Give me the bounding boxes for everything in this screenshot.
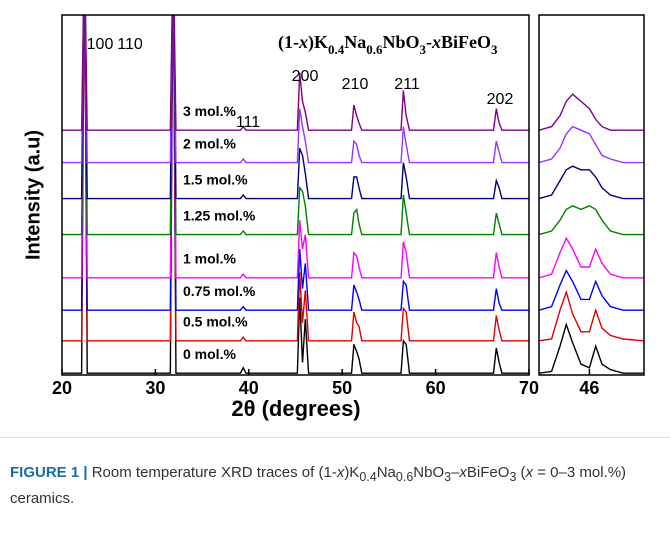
peak-label: 211 [394,76,420,93]
series-label: 1 mol.% [183,251,236,267]
series-label: 1.25 mol.% [183,207,256,223]
trace [539,322,644,374]
peak-label: 202 [487,91,514,108]
caption: FIGURE 1 | Room temperature XRD traces o… [10,462,650,510]
peak-label: 110 [117,36,143,53]
chart-title: (1-x)K0.4Na0.6NbO3-xBiFeO3 [278,32,498,57]
x-tick-label: 46 [579,378,599,398]
x-tick-label: 20 [52,378,72,398]
peak-label: 210 [342,76,369,93]
peak-label: 111 [236,114,260,131]
trace [62,15,529,200]
chart: (1-x)K0.4Na0.6NbO3-xBiFeO3 2θ (degrees) … [22,14,645,421]
trace [539,236,644,279]
x-tick-label: 40 [239,378,259,398]
series-label: 0 mol.% [183,346,236,362]
inset-plot [539,93,644,374]
series-label: 2 mol.% [183,135,236,151]
trace [539,289,644,342]
peak-label: 100 [87,36,114,53]
x-tick-label: 70 [519,378,539,398]
trace [539,125,644,164]
trace [539,165,644,200]
caption-label: FIGURE 1 | [10,464,88,481]
caption-text: Room temperature XRD traces of (1-x)K0.4… [10,464,627,507]
separator [0,437,670,438]
trace [539,269,644,311]
trace [62,15,529,374]
main-plot [62,15,529,374]
trace [539,205,644,236]
series-label: 1.5 mol.% [183,171,248,187]
x-tick-label: 30 [145,378,165,398]
trace [539,93,644,131]
inset-frame [538,14,645,376]
x-tick-label: 50 [332,378,352,398]
x-tick-label: 60 [426,378,446,398]
series-label: 0.5 mol.% [183,314,248,330]
y-axis-label: Intensity (a.u) [22,130,44,260]
series-label: 3 mol.% [183,103,236,119]
trace [62,15,529,131]
main-frame [61,14,530,376]
series-label: 0.75 mol.% [183,283,256,299]
peak-label: 200 [292,68,319,85]
x-axis-label: 2θ (degrees) [231,396,360,421]
